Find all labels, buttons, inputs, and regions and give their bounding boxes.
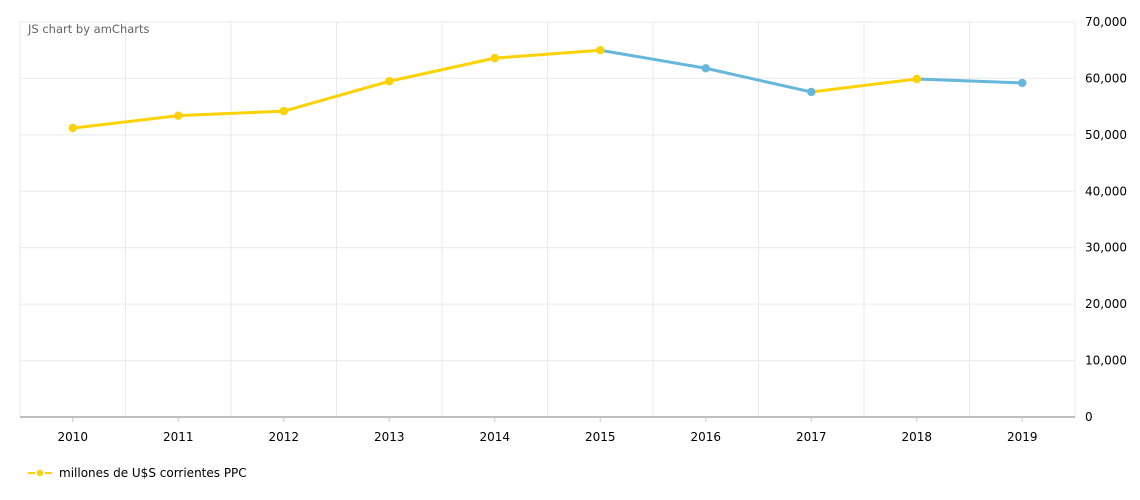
line-segment — [704, 66, 813, 94]
x-axis-label: 2014 — [479, 430, 510, 444]
data-point-bullet[interactable] — [385, 77, 394, 86]
data-point-bullet[interactable] — [596, 46, 605, 55]
y-axis-label: 70,000 — [1085, 15, 1127, 29]
line-segment — [387, 56, 497, 83]
y-axis-label: 0 — [1085, 410, 1093, 424]
data-point-bullet[interactable] — [807, 87, 816, 97]
line-segment — [598, 48, 708, 70]
data-point-bullet[interactable] — [912, 74, 921, 84]
x-axis-label: 2015 — [585, 430, 616, 444]
line-chart: 0 10,000 20,000 30,000 40,000 50,000 60,000 70,… — [19, 15, 1127, 444]
line-segment — [809, 77, 919, 94]
line-segment — [176, 109, 286, 118]
y-axis-label: 40,000 — [1085, 184, 1127, 198]
y-axis-label: 60,000 — [1085, 71, 1127, 85]
line-segment — [493, 48, 602, 60]
y-axis-label: 30,000 — [1085, 241, 1127, 255]
y-axis-label: 20,000 — [1085, 297, 1127, 311]
legend-item[interactable]: millones de U$S corrientes PPC — [27, 466, 247, 480]
x-axis-label: 2017 — [796, 430, 827, 444]
legend-marker-icon — [28, 469, 52, 477]
x-axis-label: 2016 — [690, 430, 721, 444]
line-segment — [282, 79, 391, 113]
y-axis-label: 10,000 — [1085, 354, 1127, 368]
legend-label: millones de U$S corrientes PPC — [59, 466, 247, 480]
data-point-bullet[interactable] — [279, 106, 288, 116]
x-axis-label: 2011 — [163, 430, 194, 444]
x-axis-label: 2018 — [901, 430, 932, 444]
data-point-bullet[interactable] — [490, 53, 499, 63]
data-point-bullet[interactable] — [1018, 78, 1027, 88]
amcharts-credit-link[interactable]: JS chart by amCharts — [28, 22, 150, 36]
data-point-bullet[interactable] — [701, 64, 710, 73]
x-axis-label: 2013 — [374, 430, 405, 444]
x-axis-label: 2010 — [57, 430, 88, 444]
x-axis-label: 2019 — [1007, 430, 1038, 444]
data-point-bullet[interactable] — [68, 123, 77, 133]
x-axis-label: 2012 — [268, 430, 299, 444]
data-point-bullet[interactable] — [174, 111, 183, 120]
line-segment — [915, 77, 1024, 85]
y-axis-label: 50,000 — [1085, 128, 1127, 142]
line-segment — [71, 114, 180, 130]
